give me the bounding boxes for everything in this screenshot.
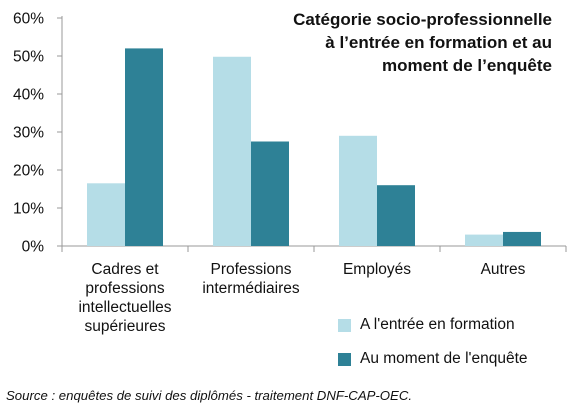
bar-enquete-2 — [377, 185, 415, 246]
bar-entree-3 — [465, 234, 503, 246]
bar-enquete-3 — [503, 231, 541, 246]
y-tick-label: 10% — [13, 201, 44, 218]
bar-entree-1 — [213, 56, 251, 247]
legend-swatch-enquete — [338, 353, 351, 366]
legend-swatch-entree — [338, 319, 351, 332]
legend-label-entree: A l'entrée en formation — [360, 316, 515, 333]
x-category-label: Professions intermédiaires — [202, 261, 300, 297]
x-category-label: Cadres et professions intellectuelles supér… — [78, 261, 171, 335]
legend: A l'entrée en formation Au moment de l'e… — [338, 316, 563, 384]
bar-enquete-0 — [125, 48, 163, 247]
legend-item-enquete: Au moment de l'enquête — [338, 350, 563, 378]
legend-item-entree: A l'entrée en formation — [338, 316, 563, 344]
y-tick-label: 0% — [22, 239, 45, 256]
bar-entree-0 — [87, 183, 125, 246]
y-tick-label: 40% — [13, 87, 44, 104]
x-category-label: Employés — [343, 261, 411, 278]
y-tick-label: 60% — [13, 11, 44, 28]
chart-title: Catégorie socio-professionnelle à l’entr… — [293, 10, 552, 75]
y-tick-label: 30% — [13, 125, 44, 142]
x-category-label: Autres — [481, 261, 526, 278]
source-note: Source : enquêtes de suivi des diplômés … — [6, 388, 413, 403]
y-tick-label: 20% — [13, 163, 44, 180]
y-tick-label: 50% — [13, 49, 44, 66]
legend-label-enquete: Au moment de l'enquête — [360, 350, 528, 367]
bar-entree-2 — [339, 135, 377, 246]
bar-enquete-1 — [251, 141, 289, 246]
